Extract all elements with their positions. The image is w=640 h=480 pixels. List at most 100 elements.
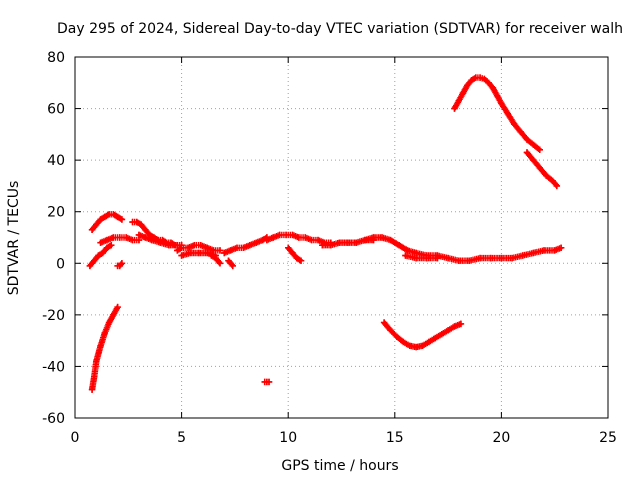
- y-tick-label: -40: [42, 359, 65, 375]
- data-point: [285, 244, 292, 252]
- data-point: [135, 231, 143, 239]
- y-tick-label: 60: [47, 102, 65, 118]
- data-point: [95, 252, 102, 259]
- data-point: [523, 149, 531, 156]
- data-point: [519, 252, 526, 259]
- data-point: [227, 247, 234, 254]
- data-point: [253, 239, 260, 246]
- data-point: [216, 247, 224, 254]
- tick-layer: 0 5 10 15 20 25 -60 -40 -20 0 20 40 60 80: [42, 50, 617, 446]
- data-point: [457, 320, 465, 328]
- series-arc-3h-low: [135, 231, 181, 249]
- data-point: [195, 249, 202, 257]
- data-point: [536, 164, 543, 172]
- data-point: [557, 244, 565, 252]
- data-point: [97, 342, 104, 349]
- series-arc-10h-low: [285, 244, 305, 264]
- series-arc-early-mid: [97, 234, 143, 246]
- data-point: [466, 257, 473, 264]
- data-point: [212, 254, 219, 262]
- data-point: [387, 327, 394, 334]
- data-point: [148, 236, 155, 244]
- data-point: [229, 262, 236, 270]
- y-axis-title: SDTVAR / TECUs: [6, 181, 22, 296]
- series-arc-early-low: [86, 242, 115, 270]
- series-arc-evening-peak: [451, 74, 543, 154]
- data-point: [178, 244, 185, 252]
- data-point: [110, 211, 117, 218]
- data-point: [468, 77, 475, 84]
- x-tick-label: 15: [386, 430, 404, 446]
- data-point: [412, 254, 420, 262]
- series-markers: [135, 231, 181, 249]
- data-point: [88, 226, 96, 233]
- data-point: [540, 247, 548, 254]
- data-point: [523, 136, 531, 143]
- data-point: [444, 327, 452, 334]
- series-arc-5h-low: [178, 249, 219, 259]
- data-point: [302, 234, 309, 241]
- y-tick-label: -60: [42, 411, 65, 427]
- data-point: [361, 236, 369, 244]
- series-arc-7h-low: [225, 257, 236, 270]
- data-point: [464, 82, 471, 89]
- data-point: [423, 254, 430, 262]
- data-point: [101, 213, 109, 221]
- data-point: [387, 236, 394, 244]
- data-point: [393, 333, 401, 340]
- data-point: [103, 236, 111, 244]
- plot-frame: [74, 56, 609, 419]
- data-point: [142, 226, 149, 233]
- series-markers: [361, 234, 565, 264]
- series-arc-7h: [221, 234, 271, 257]
- data-point: [425, 338, 433, 346]
- data-point: [400, 338, 407, 346]
- data-point: [293, 254, 300, 262]
- data-point: [99, 249, 106, 257]
- data-point: [216, 260, 224, 267]
- data-point: [455, 257, 462, 264]
- data-point: [208, 252, 215, 259]
- data-point: [476, 254, 484, 262]
- data-point: [282, 231, 290, 239]
- x-tick-label: 10: [279, 430, 297, 446]
- data-point: [487, 254, 494, 262]
- data-point: [133, 218, 141, 226]
- data-point: [178, 252, 185, 259]
- series-markers: [451, 74, 543, 153]
- data-point: [90, 373, 98, 380]
- series-markers: [523, 149, 560, 190]
- data-point: [86, 262, 94, 270]
- data-point: [336, 239, 343, 246]
- data-point: [191, 242, 198, 249]
- data-point: [276, 231, 283, 239]
- data-point: [93, 221, 100, 228]
- data-point: [97, 216, 104, 223]
- data-point: [517, 128, 524, 135]
- y-tick-label: 40: [47, 153, 65, 169]
- data-point: [438, 330, 445, 338]
- data-point: [184, 244, 192, 252]
- data-point: [108, 242, 115, 249]
- data-point: [553, 182, 561, 190]
- data-point: [314, 236, 322, 244]
- y-tick-label: 20: [47, 205, 65, 221]
- data-point: [221, 249, 228, 257]
- data-point: [165, 242, 173, 249]
- data-point: [289, 231, 296, 239]
- data-point: [270, 234, 277, 241]
- data-point: [186, 249, 194, 257]
- data-point: [530, 141, 537, 148]
- y-tick-label: -20: [42, 308, 65, 324]
- data-point: [297, 257, 305, 264]
- data-point: [116, 234, 123, 241]
- data-point: [114, 303, 121, 311]
- data-point: [88, 386, 96, 393]
- x-tick-label: 5: [177, 430, 186, 446]
- data-point: [459, 89, 467, 97]
- data-point: [137, 221, 145, 228]
- data-point: [476, 74, 484, 81]
- series-arc-6h-short: [208, 252, 224, 267]
- data-point: [122, 234, 130, 241]
